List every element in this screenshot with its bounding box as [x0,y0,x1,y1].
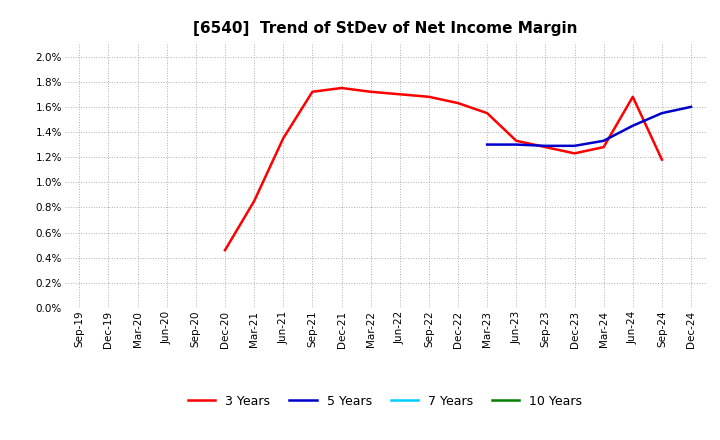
3 Years [337,85,346,91]
3 Years [395,92,404,97]
3 Years [454,100,462,106]
Legend: 3 Years, 5 Years, 7 Years, 10 Years: 3 Years, 5 Years, 7 Years, 10 Years [183,390,588,413]
5 Years [657,110,666,116]
5 Years [541,143,550,148]
3 Years [657,157,666,162]
Line: 5 Years: 5 Years [487,107,691,146]
5 Years [687,104,696,110]
3 Years [599,144,608,150]
3 Years [366,89,375,95]
5 Years [483,142,492,147]
5 Years [570,143,579,148]
5 Years [629,123,637,128]
3 Years [425,94,433,99]
Title: [6540]  Trend of StDev of Net Income Margin: [6540] Trend of StDev of Net Income Marg… [193,21,577,36]
3 Years [279,136,287,141]
3 Years [541,144,550,150]
3 Years [220,248,229,253]
3 Years [570,151,579,156]
3 Years [483,110,492,116]
3 Years [308,89,317,95]
3 Years [629,94,637,99]
3 Years [250,198,258,204]
5 Years [599,138,608,143]
5 Years [512,142,521,147]
Line: 3 Years: 3 Years [225,88,662,250]
3 Years [512,138,521,143]
